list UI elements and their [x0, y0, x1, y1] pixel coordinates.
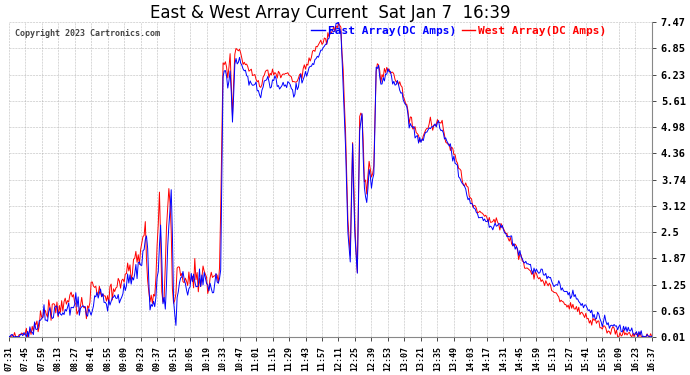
Text: Copyright 2023 Cartronics.com: Copyright 2023 Cartronics.com [15, 28, 160, 38]
Legend: East Array(DC Amps), West Array(DC Amps): East Array(DC Amps), West Array(DC Amps) [307, 22, 611, 40]
Title: East & West Array Current  Sat Jan 7  16:39: East & West Array Current Sat Jan 7 16:3… [150, 4, 511, 22]
